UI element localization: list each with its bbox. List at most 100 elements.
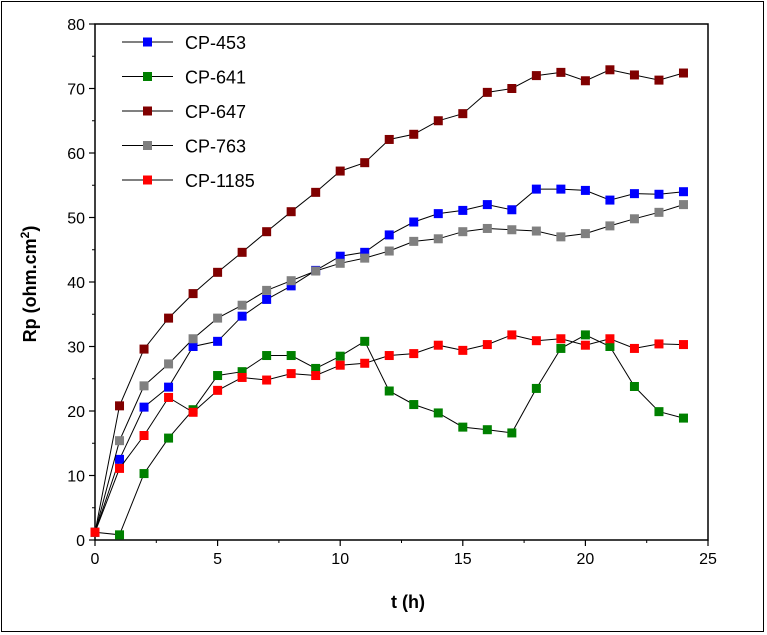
data-point <box>605 221 615 231</box>
y-axis-title-main: Rp (ohm.cm <box>20 238 40 342</box>
data-point <box>335 258 345 268</box>
data-point <box>678 68 688 78</box>
data-point <box>115 454 125 464</box>
data-point <box>262 375 272 385</box>
data-point <box>629 70 639 80</box>
data-point <box>237 247 247 257</box>
data-point <box>213 336 223 346</box>
y-tick-label: 60 <box>67 146 85 163</box>
data-point <box>482 340 492 350</box>
x-tick-label: 10 <box>331 551 349 568</box>
data-point <box>654 189 664 199</box>
y-tick-label: 50 <box>67 211 85 228</box>
data-point <box>384 230 394 240</box>
data-point <box>556 67 566 77</box>
data-point <box>115 463 125 473</box>
data-point <box>458 109 468 119</box>
data-point <box>605 334 615 344</box>
legend-item: CP-641 <box>122 68 246 88</box>
data-point <box>629 381 639 391</box>
data-point <box>139 344 149 354</box>
data-point <box>335 360 345 370</box>
series-lines <box>90 65 688 540</box>
data-point <box>580 340 590 350</box>
legend-label: CP-453 <box>185 33 246 53</box>
data-point <box>139 402 149 412</box>
data-point <box>188 289 198 299</box>
data-point <box>237 367 247 377</box>
data-point <box>139 381 149 391</box>
data-point <box>286 281 296 291</box>
data-point <box>507 428 517 438</box>
data-point <box>286 351 296 361</box>
data-point <box>678 340 688 350</box>
data-point <box>507 225 517 235</box>
data-point <box>188 407 198 417</box>
data-point <box>678 413 688 423</box>
data-point <box>262 227 272 237</box>
data-point <box>507 84 517 93</box>
data-point <box>531 336 541 346</box>
data-point <box>580 76 590 86</box>
legend-item: CP-453 <box>122 33 246 53</box>
data-point <box>335 166 345 176</box>
data-point <box>115 436 125 446</box>
legend-item: CP-647 <box>122 102 246 122</box>
data-point <box>262 294 272 304</box>
axes: 0 5 10 15 20 25 0 10 20 30 40 50 60 70 80 <box>67 17 717 568</box>
data-point <box>213 313 223 323</box>
legend-item: CP-763 <box>122 137 246 157</box>
series-cp-1185 <box>90 330 688 537</box>
y-tick-label: 10 <box>67 469 85 486</box>
data-point <box>556 343 566 353</box>
data-point <box>115 401 125 411</box>
data-point <box>286 207 296 217</box>
data-point <box>678 200 688 210</box>
data-point <box>139 431 149 441</box>
y-tick-label: 0 <box>76 533 85 550</box>
data-point <box>237 372 247 382</box>
data-point <box>433 408 443 418</box>
y-tick-label: 80 <box>67 17 85 34</box>
series-line <box>94 334 684 533</box>
y-tick-label: 40 <box>67 275 85 292</box>
x-tick-label: 0 <box>91 551 100 568</box>
data-point <box>237 300 247 310</box>
data-point <box>482 223 492 233</box>
data-point <box>433 116 443 126</box>
data-point <box>580 185 590 195</box>
data-point <box>629 189 639 199</box>
data-point <box>360 358 370 368</box>
data-point <box>213 385 223 395</box>
data-point <box>164 313 174 323</box>
legend-label: CP-1185 <box>185 171 255 191</box>
x-tick-label: 25 <box>699 551 717 568</box>
data-point <box>433 209 443 219</box>
data-point <box>384 386 394 396</box>
data-point <box>507 330 517 340</box>
data-point <box>262 351 272 361</box>
data-point <box>458 227 468 237</box>
data-point <box>311 371 321 381</box>
series-line <box>94 188 684 533</box>
y-tick-label: 30 <box>67 340 85 357</box>
data-point <box>531 71 541 81</box>
data-point <box>531 226 541 236</box>
data-point <box>286 276 296 286</box>
data-point <box>213 371 223 381</box>
legend-marker <box>143 37 152 47</box>
x-tick-label: 5 <box>213 551 222 568</box>
data-point <box>654 339 664 349</box>
data-point <box>311 187 321 197</box>
data-point <box>507 205 517 215</box>
data-point <box>409 217 419 227</box>
data-point <box>433 234 443 244</box>
data-point <box>458 345 468 355</box>
data-point <box>654 407 664 417</box>
data-point <box>531 383 541 393</box>
data-point <box>654 207 664 217</box>
data-point <box>311 363 321 373</box>
data-point <box>164 359 174 369</box>
legend-label: CP-641 <box>185 68 246 88</box>
